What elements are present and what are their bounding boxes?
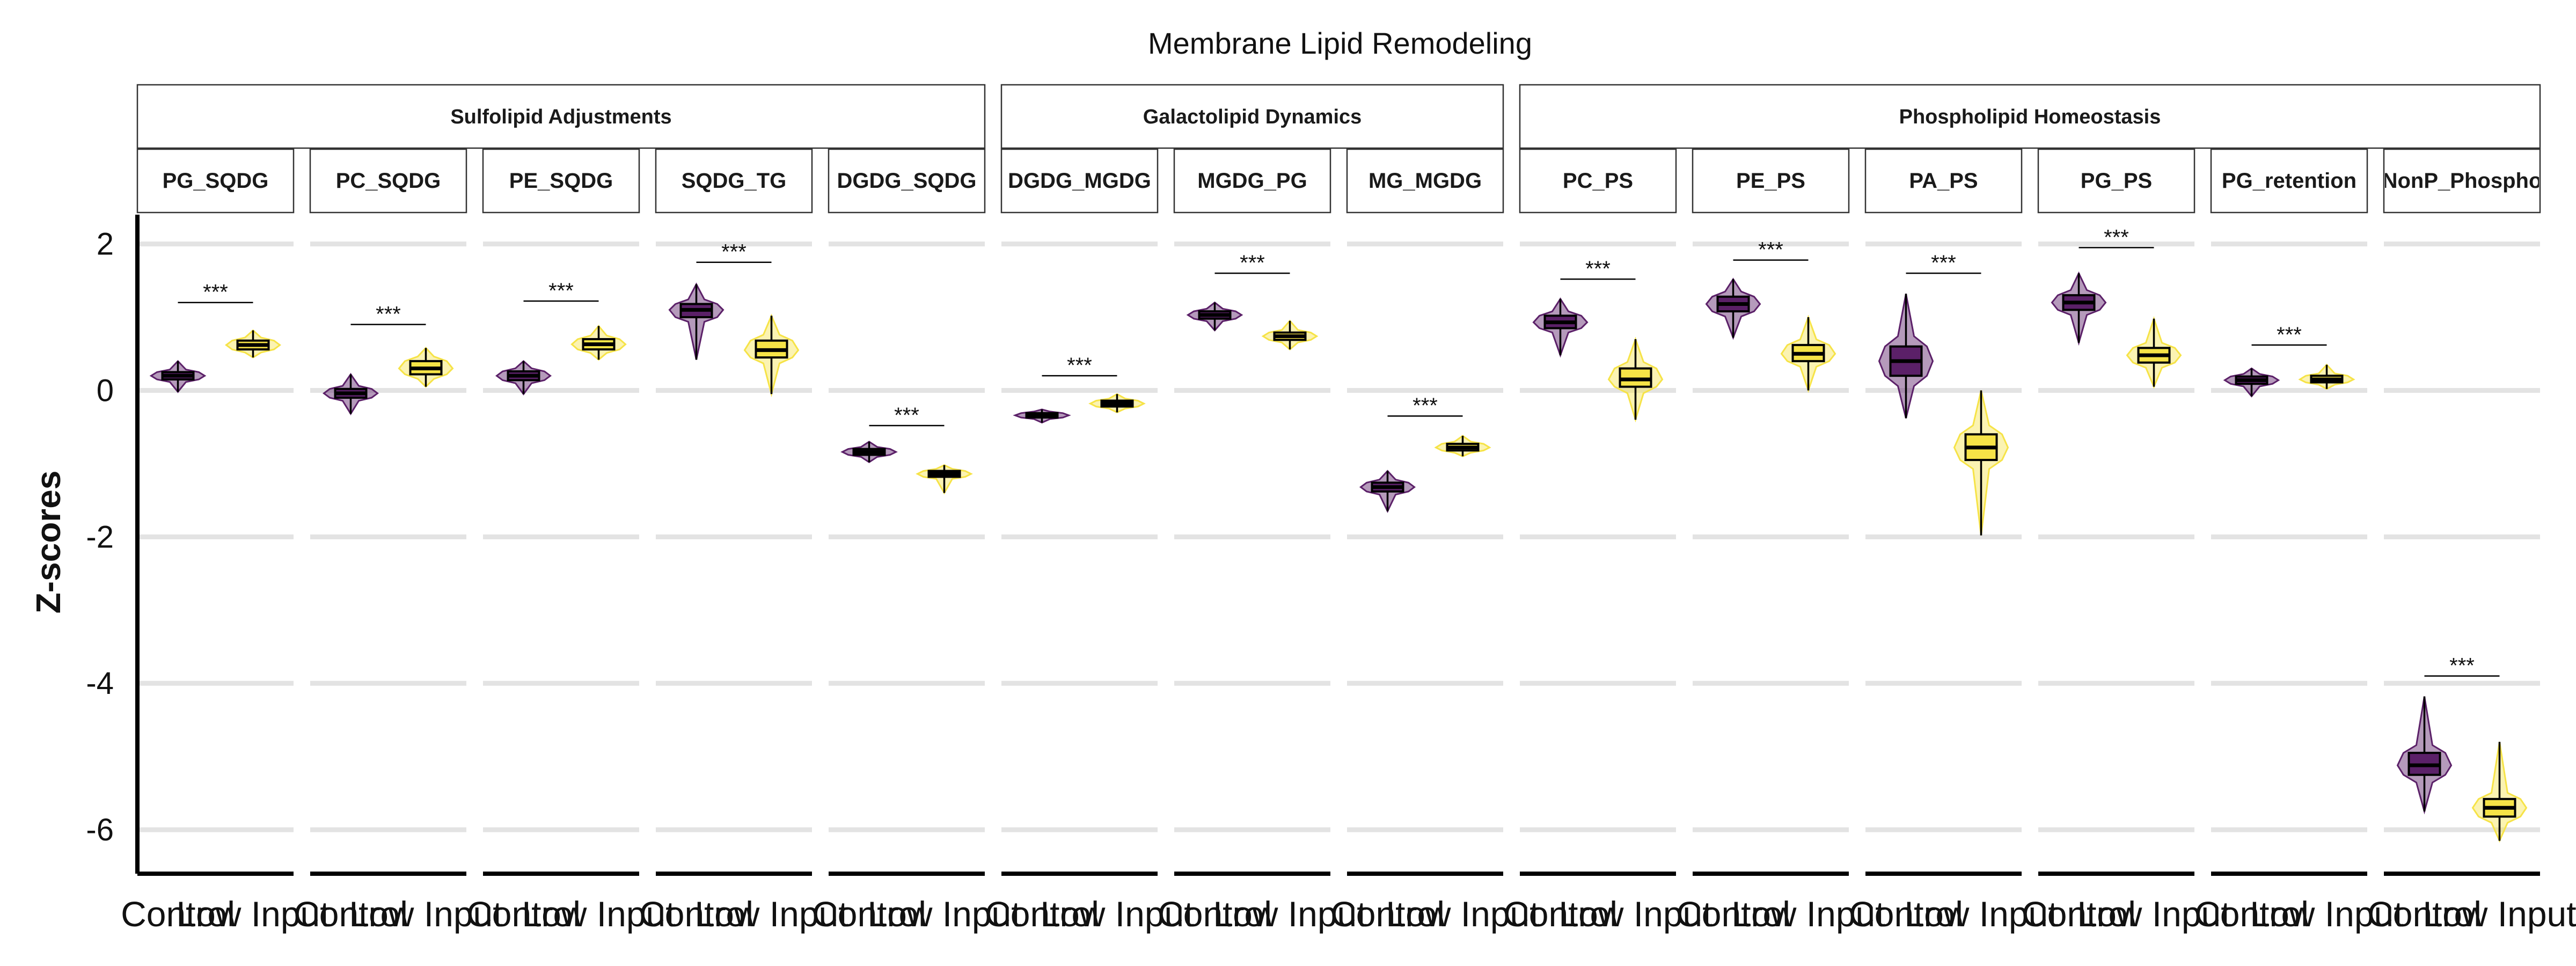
panel-strip-label: MG_MGDG — [1368, 169, 1482, 193]
significance-label: *** — [1413, 394, 1438, 418]
x-tick-label: Low Input — [1040, 894, 1194, 934]
y-tick-label: -4 — [86, 666, 114, 701]
panel-strip — [2210, 148, 2368, 214]
x-tick-label: Control — [121, 894, 235, 934]
panel-strip-label: PA_PS — [1909, 169, 1978, 193]
x-tick-label: Control — [639, 894, 753, 934]
panel-strip-label: PG_SQDG — [163, 169, 269, 193]
x-tick-label: Low Input — [522, 894, 675, 934]
panel-strip-label: PG_PS — [2081, 169, 2152, 193]
category-strip-label: Galactolipid Dynamics — [1143, 106, 1362, 128]
x-tick-label: Low Input — [1904, 894, 2058, 934]
significance-label: *** — [1067, 354, 1092, 377]
panel-strip-label: MGDG_PG — [1197, 169, 1307, 193]
panel-strip — [1692, 148, 1850, 214]
x-tick-label: Low Input — [694, 894, 848, 934]
significance-label: *** — [721, 240, 747, 264]
panel-strip — [2383, 148, 2541, 214]
x-tick-label: Control — [1849, 894, 1963, 934]
panel-strip — [1519, 148, 1677, 214]
x-tick-label: Low Input — [349, 894, 502, 934]
x-tick-label: Low Input — [2077, 894, 2230, 934]
y-axis-label: Z-scores — [29, 471, 68, 614]
category-strip-label: Phospholipid Homeostasis — [1899, 106, 2161, 128]
panel-strip-label: PE_SQDG — [509, 169, 613, 193]
panel-strip — [1000, 148, 1159, 214]
x-tick-label: Control — [985, 894, 1099, 934]
x-tick-label: Control — [466, 894, 581, 934]
y-tick-label: -2 — [86, 519, 114, 554]
panel-strip-label: NonP_Phospho — [2382, 169, 2542, 193]
panel-strip-label: PG_retention — [2222, 169, 2357, 193]
x-tick-label: Low Input — [1213, 894, 1366, 934]
y-tick-label: 0 — [97, 373, 114, 408]
category-strip — [1000, 84, 1504, 149]
panel-strip-label: PC_PS — [1563, 169, 1633, 193]
significance-label: *** — [2104, 225, 2129, 249]
x-tick-label: Control — [1330, 894, 1445, 934]
x-tick-label: Control — [2194, 894, 2309, 934]
panel-strip — [309, 148, 467, 214]
x-tick-label: Control — [294, 894, 408, 934]
panel-strip — [136, 148, 295, 214]
panel-strip — [1346, 148, 1504, 214]
panel-strip — [1864, 148, 2023, 214]
y-tick-label: -6 — [86, 813, 114, 847]
category-strip — [136, 84, 986, 149]
plot-area: -6 -4 -2 0 2 Sulfolipid Adjustments Galactolip… — [86, 84, 2576, 934]
significance-label: *** — [203, 281, 228, 304]
significance-label: *** — [1585, 257, 1611, 281]
x-tick-label: Control — [812, 894, 926, 934]
significance-label: *** — [1240, 251, 1265, 275]
category-strip — [1519, 84, 2541, 149]
significance-label: *** — [1758, 238, 1783, 262]
x-tick-label: Low Input — [1558, 894, 1712, 934]
panel-strip-label: DGDG_SQDG — [837, 169, 976, 193]
significance-label: *** — [2277, 323, 2302, 347]
x-tick-label: Low Input — [1386, 894, 1539, 934]
panel-strip-label: SQDG_TG — [682, 169, 787, 193]
x-tick-label: Control — [2022, 894, 2136, 934]
x-tick-label: Control — [1676, 894, 1790, 934]
significance-label: *** — [894, 404, 919, 427]
x-tick-label: Control — [1503, 894, 1618, 934]
panel-strip — [828, 148, 986, 214]
y-tick-label: 2 — [97, 227, 114, 262]
panel-strip-label: PC_SQDG — [336, 169, 441, 193]
significance-label: *** — [548, 279, 574, 303]
panel-strip — [2037, 148, 2196, 214]
x-tick-label: Low Input — [867, 894, 1021, 934]
significance-label: *** — [2449, 654, 2475, 678]
x-tick-label: Low Input — [2423, 894, 2576, 934]
panel-strip — [655, 148, 813, 214]
x-tick-label: Low Input — [1731, 894, 1885, 934]
significance-label: *** — [1931, 251, 1956, 275]
panel-strip — [482, 148, 640, 214]
category-strip-label: Sulfolipid Adjustments — [450, 106, 671, 128]
significance-label: *** — [376, 303, 401, 326]
x-tick-label: Control — [2367, 894, 2482, 934]
chart-title: Membrane Lipid Remodeling — [1148, 26, 1532, 60]
x-tick-label: Low Input — [2250, 894, 2403, 934]
x-tick-label: Low Input — [176, 894, 330, 934]
panel-strip-label: DGDG_MGDG — [1008, 169, 1151, 193]
x-tick-label: Control — [1158, 894, 1272, 934]
panel-strip — [1173, 148, 1331, 214]
panel-strip-label: PE_PS — [1736, 169, 1805, 193]
